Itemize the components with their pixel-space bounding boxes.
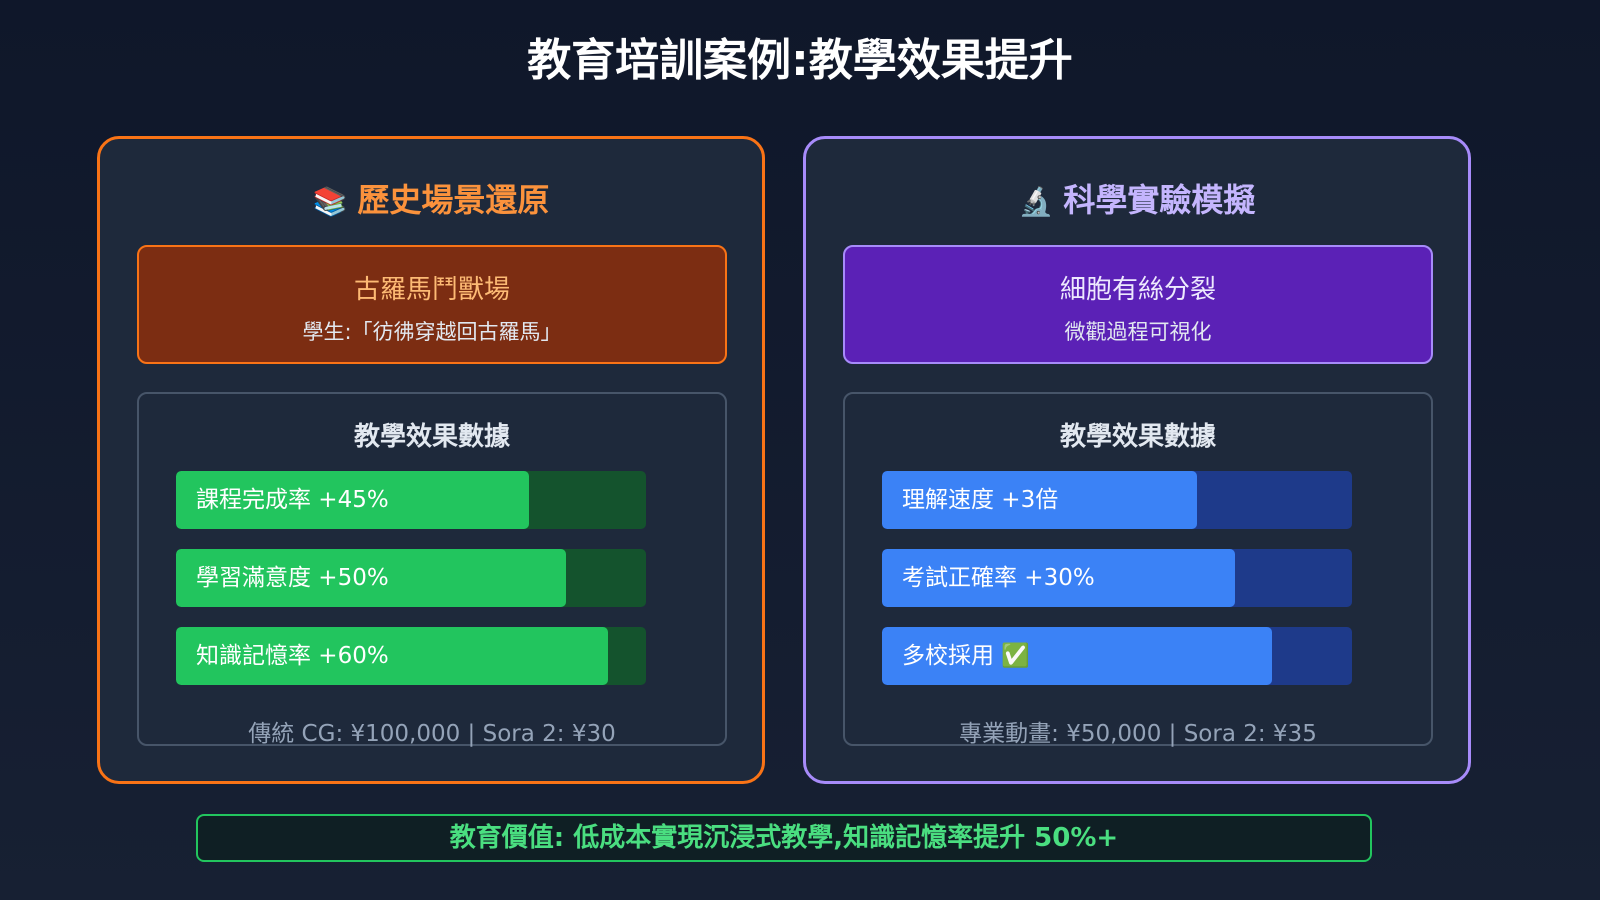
progress-bar: 知識記憶率 +60% [176,627,646,685]
books-icon: 📚 [312,185,348,218]
stats-box: 教學效果數據 課程完成率 +45% 學習滿意度 +50% 知識記憶率 +60% … [137,392,727,747]
bar-label: 多校採用 ✅ [902,643,1030,669]
case-title: 細胞有絲分裂 [1059,275,1216,305]
case-subtitle: 微觀過程可視化 [1064,320,1212,344]
bar-label: 考試正確率 +30% [902,565,1095,591]
progress-bar: 理解速度 +3倍 [882,471,1352,529]
case-card: 古羅馬鬥獸場 學生:「彷彿穿越回古羅馬」 [137,245,727,364]
progress-fill [176,549,567,607]
panel-title: 📚 歷史場景還原 [100,175,762,221]
progress-fill [176,471,529,529]
progress-fill [176,627,609,685]
bar-label: 學習滿意度 +50% [196,565,389,591]
cost-comparison: 傳統 CG: ¥100,000 | Sora 2: ¥30 [248,721,616,747]
cost-comparison: 專業動畫: ¥50,000 | Sora 2: ¥35 [959,721,1317,747]
progress-fill [882,627,1273,685]
bar-label: 課程完成率 +45% [196,487,389,513]
science-panel: 🔬 科學實驗模擬 細胞有絲分裂 微觀過程可視化 教學效果數據 理解速度 +3倍 考… [803,136,1471,784]
progress-bar: 課程完成率 +45% [176,471,646,529]
case-subtitle: 學生:「彷彿穿越回古羅馬」 [302,320,562,344]
stats-heading: 教學效果數據 [1059,422,1216,452]
bar-label: 理解速度 +3倍 [902,487,1059,513]
panel-title: 🔬 科學實驗模擬 [806,175,1468,221]
history-panel: 📚 歷史場景還原 古羅馬鬥獸場 學生:「彷彿穿越回古羅馬」 教學效果數據 課程完成… [97,136,765,784]
bar-label: 知識記憶率 +60% [196,643,389,669]
stats-box: 教學效果數據 理解速度 +3倍 考試正確率 +30% 多校採用 ✅ 專業動畫: … [843,392,1433,747]
value-summary: 教育價值: 低成本實現沉浸式教學,知識記憶率提升 50%+ [196,814,1372,862]
case-title: 古羅馬鬥獸場 [353,275,510,305]
progress-fill [882,471,1197,529]
panel-title-text: 科學實驗模擬 [1063,181,1256,219]
panel-title-text: 歷史場景還原 [357,181,550,219]
microscope-icon: 🔬 [1018,185,1054,218]
case-card: 細胞有絲分裂 微觀過程可視化 [843,245,1433,364]
page-title: 教育培訓案例:教學效果提升 [527,35,1073,86]
progress-bar: 考試正確率 +30% [882,549,1352,607]
progress-fill [882,549,1235,607]
progress-bar: 學習滿意度 +50% [176,549,646,607]
progress-bar: 多校採用 ✅ [882,627,1352,685]
stats-heading: 教學效果數據 [353,422,510,452]
